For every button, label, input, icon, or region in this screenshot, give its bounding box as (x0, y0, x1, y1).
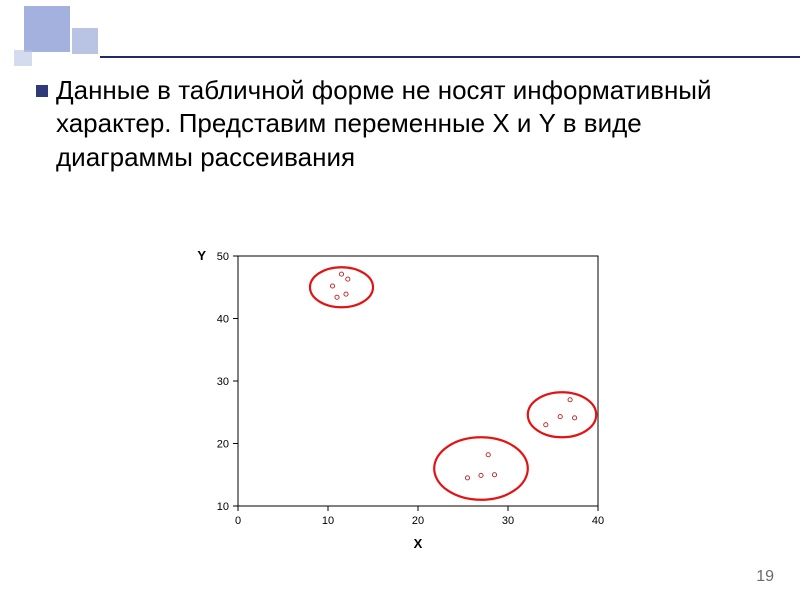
decor-square-3 (14, 50, 32, 66)
svg-text:X: X (414, 536, 423, 551)
svg-text:10: 10 (217, 501, 229, 513)
svg-text:10: 10 (322, 515, 334, 527)
slide-body-text: Данные в табличной форме не носят информ… (56, 74, 752, 174)
bullet-icon (36, 85, 48, 97)
top-rule (100, 56, 800, 58)
svg-text:0: 0 (235, 515, 241, 527)
svg-text:30: 30 (217, 376, 229, 388)
svg-text:20: 20 (412, 515, 424, 527)
svg-text:40: 40 (217, 314, 229, 326)
svg-text:50: 50 (217, 251, 229, 263)
scatter-chart: 0 10 20 30 40 10 20 30 40 50 Y X (172, 244, 632, 564)
svg-text:40: 40 (592, 515, 604, 527)
scatter-svg: 0 10 20 30 40 10 20 30 40 50 Y X (172, 244, 632, 564)
decor-square-1 (24, 6, 70, 52)
slide: Данные в табличной форме не носят информ… (0, 0, 800, 600)
page-number: 19 (756, 568, 774, 586)
decor-square-2 (72, 28, 98, 54)
svg-text:30: 30 (502, 515, 514, 527)
svg-text:Y: Y (197, 248, 206, 263)
svg-text:20: 20 (217, 439, 229, 451)
